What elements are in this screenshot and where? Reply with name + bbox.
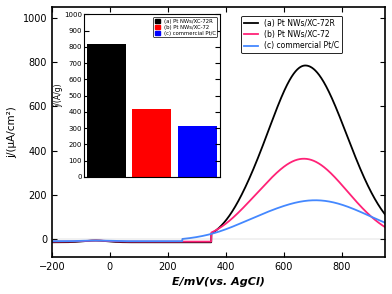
Legend: (a) Pt NWs/XC-72R, (b) Pt NWs/XC-72, (c) commercial Pt/C: (a) Pt NWs/XC-72R, (b) Pt NWs/XC-72, (c)… — [241, 16, 342, 54]
X-axis label: E/mV(vs. AgCl): E/mV(vs. AgCl) — [172, 277, 265, 287]
Y-axis label: j/(μA/cm²): j/(μA/cm²) — [7, 106, 17, 158]
